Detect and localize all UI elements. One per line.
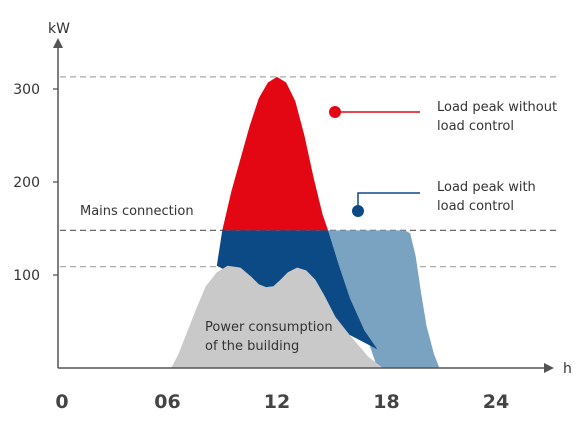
building-consumption-label-line-1: Power consumption [205,320,333,335]
peak-without-control-label-line-2: load control [437,119,514,134]
peak-with-control-marker [352,205,364,217]
peak-without-control-label: Load peak without load control [437,100,561,134]
annotations: Load peak without load control Load peak… [80,100,561,354]
mains-connection-label: Mains connection [80,204,194,219]
y-tick-label-200: 200 [13,175,40,191]
building-consumption-label: Power consumption of the building [205,320,337,354]
x-axis-unit: h [563,361,572,377]
y-axis-unit: kW [48,21,70,37]
peak-with-control-leader [357,192,420,211]
y-tick-label-300: 300 [13,82,40,98]
x-tick-label-12: 12 [264,391,290,413]
peak-with-control-label-line-2: load control [437,199,514,214]
axes: kW h [48,21,572,377]
area-series [171,76,440,368]
y-tick-label-100: 100 [13,268,40,284]
peak-without-control-label-line-1: Load peak without [437,100,557,115]
building-consumption-label-line-2: of the building [205,339,299,354]
ticks: 100 200 300 0 06 12 18 24 [13,82,509,413]
x-axis-arrow [544,363,554,373]
peak-with-control-label-line-1: Load peak with [437,180,536,195]
peak-with-control-label: Load peak with load control [437,180,540,214]
x-tick-label-24: 24 [483,391,509,413]
y-axis-arrow [53,38,63,48]
area-shifted-load [328,230,440,368]
area-load-peak-without-control [222,76,329,231]
area-building-consumption [171,265,383,368]
x-tick-label-18: 18 [373,391,399,413]
x-tick-label-06: 06 [154,391,180,413]
x-tick-label-0: 0 [55,391,68,413]
peak-without-control-marker [329,106,341,118]
